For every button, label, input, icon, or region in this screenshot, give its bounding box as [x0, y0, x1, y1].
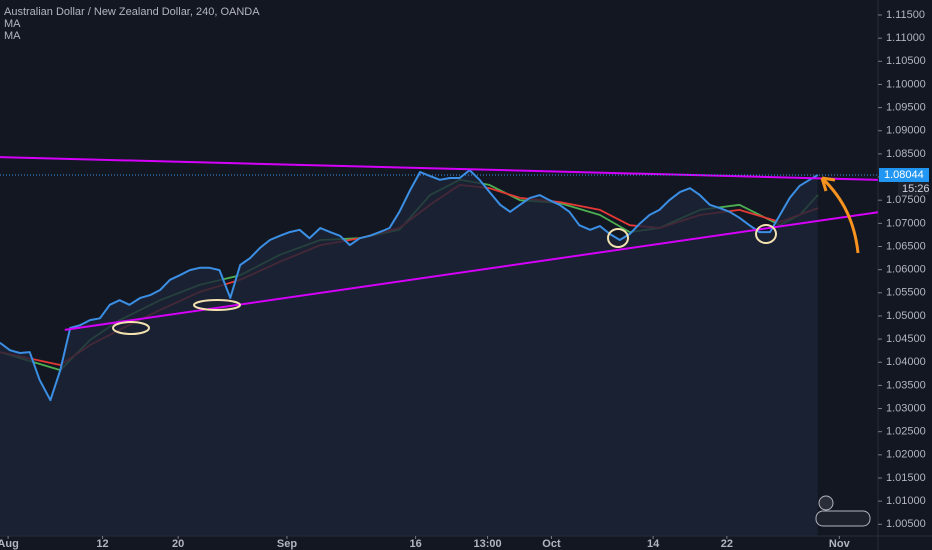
y-tick-label: 1.02000 [886, 449, 926, 461]
y-tick-label: 1.05000 [886, 310, 926, 322]
y-tick-label: 1.05500 [886, 287, 926, 299]
legend-entry: MA [4, 18, 21, 30]
y-tick-label: 1.06500 [886, 240, 926, 252]
x-tick-label: 13:00 [474, 538, 502, 550]
trendline [64, 211, 879, 331]
x-tick-label: 12 [96, 538, 108, 550]
countdown-box [898, 182, 929, 196]
y-tick-label: 1.08500 [886, 148, 926, 160]
y-tick-label: 1.11000 [886, 32, 925, 44]
icon [815, 510, 871, 527]
y-tick-label: 1.01000 [886, 495, 926, 507]
x-tick-label: Aug [0, 538, 19, 550]
highlight [607, 228, 629, 248]
y-tick-label: 1.03000 [886, 402, 926, 414]
legend-entry: MA [4, 30, 21, 42]
x-tick-label: 14 [647, 538, 660, 550]
y-tick-label: 1.00500 [886, 518, 926, 530]
arrow-head [820, 176, 836, 192]
highlight [193, 299, 241, 311]
y-tick-label: 1.04500 [886, 333, 926, 345]
y-tick-label: 1.02500 [886, 426, 926, 438]
chart-title: Australian Dollar / New Zealand Dollar, … [4, 6, 260, 18]
arrow [820, 176, 860, 254]
y-tick-label: 1.06000 [886, 264, 926, 276]
plot [0, 156, 879, 536]
icon [818, 495, 834, 511]
y-tick-label: 1.07500 [886, 194, 926, 206]
y-tick-label: 1.04000 [886, 356, 926, 368]
series-line [0, 169, 819, 402]
y-tick-label: 1.11500 [886, 9, 925, 21]
highlight [112, 321, 150, 335]
x-tick-label: 22 [721, 538, 733, 550]
highlights [112, 224, 777, 335]
x-tick-label: 16 [409, 538, 421, 550]
y-tick-label: 1.03500 [886, 379, 926, 391]
last-price-box [879, 168, 929, 183]
x-tick-label: Nov [829, 538, 851, 550]
x-tick-label: Sep [277, 538, 297, 550]
y-tick-label: 1.07000 [886, 217, 926, 229]
x-tick-label: Oct [542, 538, 561, 550]
y-tick-label: 1.01500 [886, 472, 926, 484]
y-tick-label: 1.09500 [886, 102, 926, 114]
last-price-label: 1.08044 [884, 169, 924, 181]
y-tick-label: 1.10000 [886, 78, 926, 90]
area [0, 170, 818, 536]
countdown-label: 15:26 [902, 183, 930, 195]
y-tick-label: 1.10500 [886, 55, 926, 67]
highlight [755, 224, 777, 244]
y-tick-label: 1.09000 [886, 125, 926, 137]
corner-icons [815, 495, 871, 527]
x-tick-label: 20 [172, 538, 184, 550]
trendline [0, 156, 879, 181]
